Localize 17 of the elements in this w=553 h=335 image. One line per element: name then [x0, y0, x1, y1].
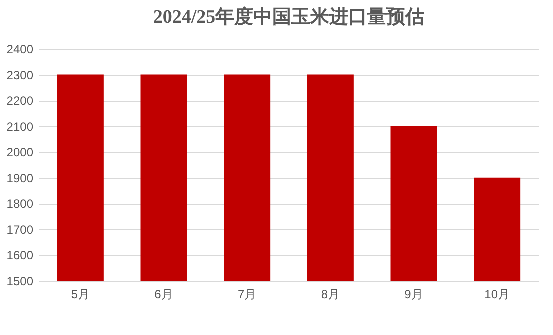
- y-tick-label: 2300: [6, 68, 34, 82]
- y-tick-label: 2100: [6, 120, 34, 134]
- x-tick-label: 7月: [238, 288, 257, 302]
- y-tick-label: 1500: [6, 274, 34, 288]
- y-tick-label: 2000: [6, 146, 34, 160]
- x-tick-label: 6月: [154, 288, 174, 302]
- x-tick-label: 9月: [404, 288, 424, 302]
- y-tick-label: 1700: [6, 222, 34, 237]
- x-tick-label: 8月: [321, 288, 340, 302]
- x-tick-label: 5月: [71, 288, 90, 302]
- chart-title: 2024/25年度中国玉米进口量预估: [153, 6, 425, 28]
- y-tick-label: 2400: [6, 42, 34, 56]
- y-tick-label: 1600: [6, 248, 34, 263]
- y-tick-label: 2200: [6, 94, 34, 108]
- y-tick-label: 1800: [6, 197, 34, 212]
- y-tick-label: 1900: [6, 171, 34, 186]
- x-tick-label: 10月: [484, 288, 510, 302]
